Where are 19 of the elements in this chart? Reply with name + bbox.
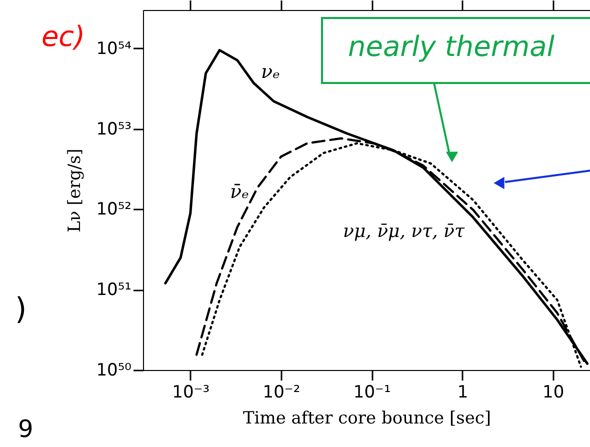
annotation: ν̄ₑ xyxy=(230,181,249,203)
y-axis-title: Lν [erg/s] xyxy=(65,148,86,232)
y-tick-label: 10⁵¹ xyxy=(96,280,132,300)
y-tick-label: 10⁵⁰ xyxy=(96,360,132,380)
x-tick-label: 1 xyxy=(457,382,468,402)
text: ) xyxy=(15,292,27,327)
x-tick-label: 10⁻² xyxy=(262,382,300,402)
text: ec) xyxy=(41,20,85,53)
x-tick-label: 10⁻¹ xyxy=(353,382,391,402)
text: 9 xyxy=(18,415,34,443)
y-tick-label: 10⁵³ xyxy=(96,119,132,140)
x-axis-title: Time after core bounce [sec] xyxy=(242,408,492,428)
x-tick-label: 10⁻³ xyxy=(172,382,210,402)
x-tick-label: 10 xyxy=(542,382,564,402)
annotation: νₑ xyxy=(261,61,280,83)
y-tick-label: 10⁵² xyxy=(96,200,132,220)
annotation: νμ, ν̄μ, ντ, ν̄τ xyxy=(343,221,466,242)
annotation: nearly thermal xyxy=(348,30,555,63)
y-tick-label: 10⁵⁴ xyxy=(96,38,132,59)
